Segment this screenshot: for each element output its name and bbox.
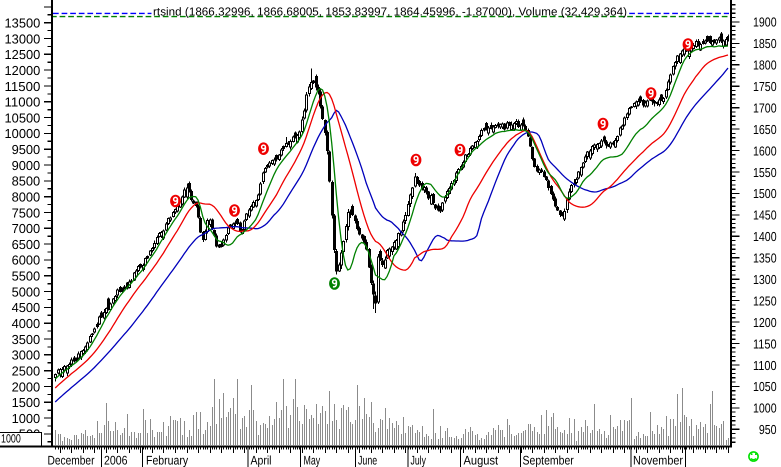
svg-text:2000: 2000 xyxy=(12,379,41,394)
svg-text:3500: 3500 xyxy=(12,332,41,347)
svg-text:6500: 6500 xyxy=(12,237,41,252)
svg-text:November: November xyxy=(633,453,683,467)
svg-text:2006: 2006 xyxy=(104,453,128,467)
svg-text:1500: 1500 xyxy=(753,186,777,201)
svg-text:3000: 3000 xyxy=(12,348,41,363)
svg-text:1900: 1900 xyxy=(753,15,777,30)
svg-text:1250: 1250 xyxy=(753,293,777,308)
svg-text:7000: 7000 xyxy=(12,221,41,236)
svg-text:1100: 1100 xyxy=(753,358,777,373)
svg-text:August: August xyxy=(464,453,499,467)
svg-text:11500: 11500 xyxy=(5,79,41,94)
svg-text:950: 950 xyxy=(759,422,777,437)
svg-text:February: February xyxy=(146,453,189,467)
svg-text:5500: 5500 xyxy=(12,269,41,284)
svg-text:1300: 1300 xyxy=(753,272,777,287)
svg-text:8000: 8000 xyxy=(12,190,41,205)
svg-text:rtsind (1866.32996, 1866.68005: rtsind (1866.32996, 1866.68005, 1853.839… xyxy=(153,6,627,19)
svg-text:4000: 4000 xyxy=(12,316,41,331)
svg-text:9000: 9000 xyxy=(12,158,41,173)
svg-text:9500: 9500 xyxy=(12,142,41,157)
svg-text:1200: 1200 xyxy=(753,315,777,330)
svg-text:1750: 1750 xyxy=(753,79,777,94)
svg-text:1050: 1050 xyxy=(753,379,777,394)
svg-text:May: May xyxy=(304,453,321,467)
svg-text:April: April xyxy=(251,453,272,467)
svg-text:12500: 12500 xyxy=(5,47,41,62)
svg-text:1150: 1150 xyxy=(753,336,777,351)
svg-text:July: July xyxy=(411,453,427,467)
svg-text:13000: 13000 xyxy=(5,31,41,46)
svg-text:10000: 10000 xyxy=(5,126,41,141)
svg-text:1850: 1850 xyxy=(753,36,777,51)
svg-text:12000: 12000 xyxy=(5,63,41,78)
svg-text:1600: 1600 xyxy=(753,143,777,158)
svg-text:10500: 10500 xyxy=(5,110,41,125)
svg-text:1350: 1350 xyxy=(753,251,777,266)
svg-text:1700: 1700 xyxy=(753,101,777,116)
svg-text:1000: 1000 xyxy=(12,411,41,426)
svg-text:June: June xyxy=(358,453,377,467)
svg-text:8500: 8500 xyxy=(12,174,41,189)
svg-text:1450: 1450 xyxy=(753,208,777,223)
svg-text:1000: 1000 xyxy=(1,432,21,446)
svg-text:December: December xyxy=(48,453,95,467)
svg-text:1400: 1400 xyxy=(753,229,777,244)
svg-text:11000: 11000 xyxy=(5,95,41,110)
svg-text:September: September xyxy=(523,453,574,467)
svg-text:7500: 7500 xyxy=(12,205,41,220)
svg-text:5000: 5000 xyxy=(12,284,41,299)
svg-text:1500: 1500 xyxy=(12,395,41,410)
svg-text:2500: 2500 xyxy=(12,364,41,379)
svg-text:1000: 1000 xyxy=(753,401,777,416)
svg-text:1650: 1650 xyxy=(753,122,777,137)
svg-text:1800: 1800 xyxy=(753,58,777,73)
svg-text:13500: 13500 xyxy=(5,16,41,31)
svg-text:1550: 1550 xyxy=(753,165,777,180)
svg-text:4500: 4500 xyxy=(12,300,41,315)
svg-text:6000: 6000 xyxy=(12,253,41,268)
